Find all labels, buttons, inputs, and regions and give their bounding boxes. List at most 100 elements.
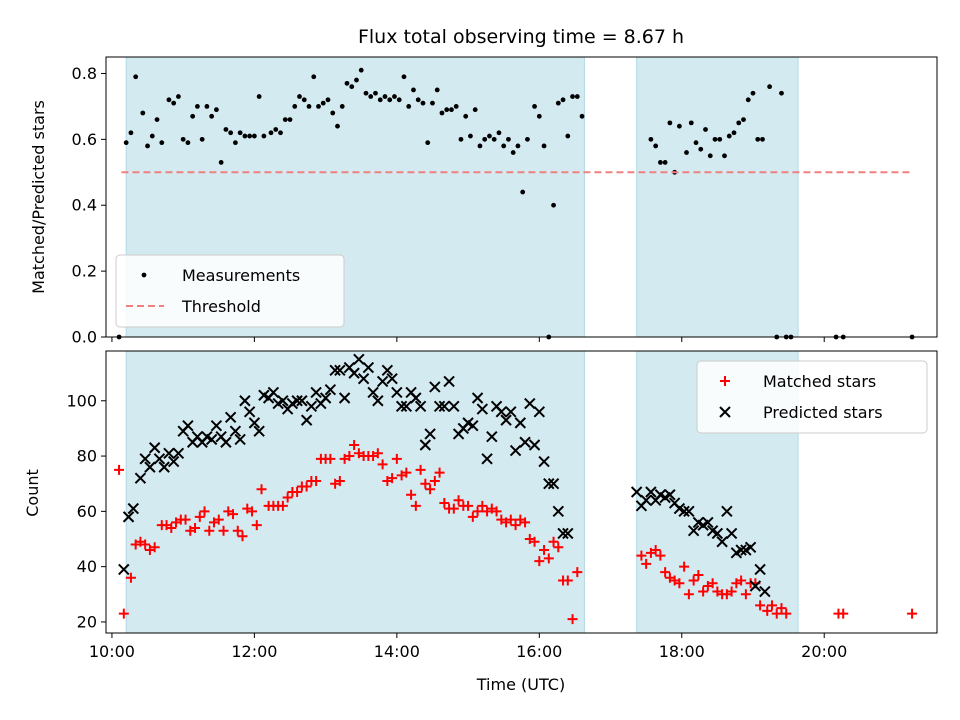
predicted-stars-point [547,477,560,490]
predicted-stars-point [630,486,643,498]
matched-stars-point [693,569,704,580]
measurements-point [667,120,673,126]
matched-stars-point [349,440,360,450]
measurements-point [195,104,200,109]
measurements-point [755,136,761,142]
measurements-point [392,94,397,99]
measurements-point [760,136,765,142]
measurements-point [363,90,369,96]
predicted-stars-point [353,353,365,366]
predicted-stars-point [122,511,135,523]
predicted-stars-point [410,392,422,404]
matched-stars-point [292,487,303,497]
measurements-point [287,117,293,122]
matched-stars-point [232,525,243,536]
measurements-point [349,84,355,90]
measurements-point [565,133,571,139]
predicted-stars-point [749,580,762,592]
measurements-point [396,97,402,103]
measurements-point [190,113,196,119]
bottom-plot-frame [105,350,938,634]
measurements-point [458,136,464,142]
measurements-point [726,133,732,139]
predicted-stars-point [443,375,455,388]
measurements-point [541,143,547,149]
predicted-stars-point [163,447,175,460]
measurements-point [251,133,257,139]
measurements-point [415,97,421,103]
predicted-stars-point [424,428,436,440]
measurements-point [703,127,708,132]
predicted-stars-point [300,414,313,426]
predicted-stars-point [205,433,218,446]
predicted-stars-point [562,527,574,540]
measurements-point [149,133,155,139]
matched-stars-point [762,605,773,616]
measurements-point [292,104,298,109]
measurements-point [555,100,561,106]
measurements-point [247,133,253,139]
measurements-point [579,113,585,119]
measurements-point [354,77,359,83]
predicted-stars-point [291,395,303,407]
legend-label: Predicted stars [763,403,883,422]
measurements-point [745,97,751,103]
measurements-point [228,130,234,136]
measurements-point [316,104,321,109]
y-tick-label: 0.8 [72,64,97,83]
predicted-stars-point [338,392,351,404]
measurements-point [123,140,129,146]
measurements-point [487,133,492,139]
matched-stars-point [391,453,402,464]
matched-stars-point [420,478,431,489]
predicted-stars-point [277,395,289,407]
matched-stars-point [463,500,474,511]
predicted-stars-point [229,425,242,437]
measurements-point [373,90,378,96]
matched-stars-point [282,492,293,503]
measurements-point [510,150,516,155]
measurements-point [232,140,238,146]
predicted-stars-point [500,414,512,426]
legend-box [115,254,345,328]
matched-stars-point [740,589,751,600]
matched-stars-point [387,473,398,484]
predicted-stars-point [735,544,747,556]
matched-stars-point [372,448,383,459]
measurements-point [159,140,165,146]
measurements-point [453,104,459,109]
top-x-axis-ticks [111,337,825,342]
measurements-point [185,140,191,146]
predicted-stars-point [467,419,479,432]
matched-stars-point [477,500,488,511]
predicted-stars-point [509,444,522,457]
predicted-stars-point [702,516,714,529]
measurements-point [496,130,502,136]
y-tick-label: 0.6 [72,130,97,149]
measurements-point [731,130,737,136]
predicted-stars-point [645,486,657,498]
measurements-point [439,110,445,116]
predicted-stars-point [362,361,375,374]
matched-stars-point [190,522,201,533]
predicted-stars-point [505,406,517,418]
predicted-stars-point [448,400,460,413]
matched-stars-point [683,589,694,600]
matched-stars-point [562,575,573,586]
predicted-stars-point [158,461,170,473]
matched-stars-point [491,506,502,517]
measurements-point [145,143,150,149]
measurements-point [676,123,682,129]
measurements-point [767,84,773,90]
measurements-point [128,130,134,136]
measurements-point [693,140,699,146]
predicted-stars-point [248,417,261,429]
matched-stars-point [448,503,459,514]
matched-stars-point [766,600,777,611]
matched-stars-point [567,614,578,625]
measurements-point [218,160,224,165]
legend-label: Threshold [181,297,261,316]
y-tick-label: 100 [66,391,97,410]
measurements-point [368,94,374,99]
predicted-stars-point [725,527,738,540]
